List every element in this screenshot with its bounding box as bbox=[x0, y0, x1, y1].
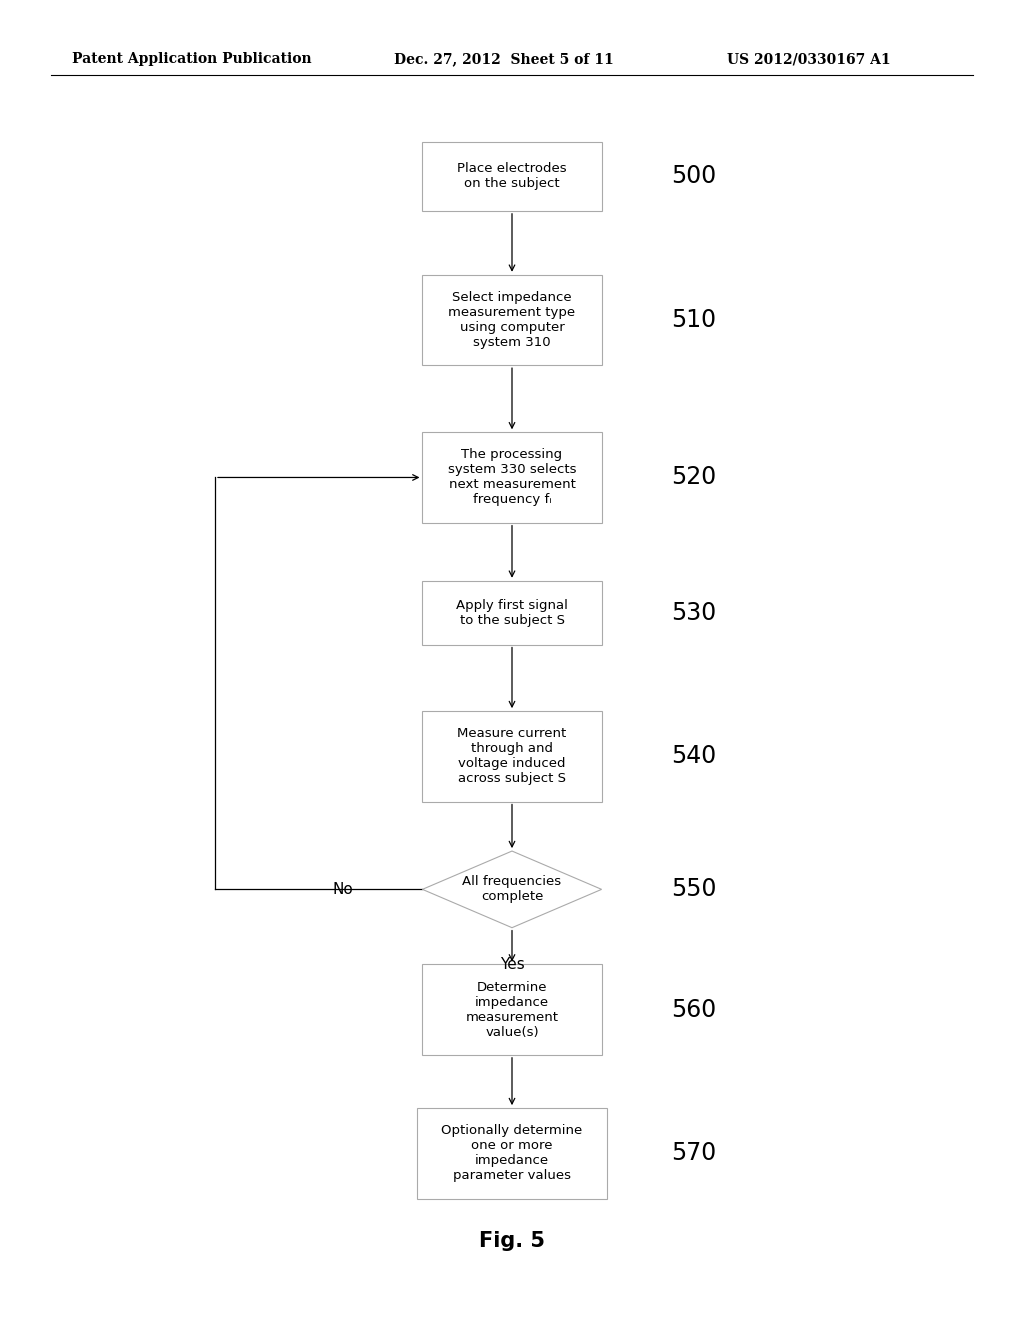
Text: 560: 560 bbox=[671, 998, 716, 1022]
Text: 550: 550 bbox=[671, 878, 716, 902]
Text: Fig. 5: Fig. 5 bbox=[479, 1230, 545, 1250]
Text: The processing
system 330 selects
next measurement
frequency fᵢ: The processing system 330 selects next m… bbox=[447, 449, 577, 507]
Text: All frequencies
complete: All frequencies complete bbox=[463, 875, 561, 903]
Text: US 2012/0330167 A1: US 2012/0330167 A1 bbox=[727, 53, 891, 66]
Text: Apply first signal
to the subject S: Apply first signal to the subject S bbox=[456, 599, 568, 627]
Text: 510: 510 bbox=[671, 308, 716, 331]
Text: Optionally determine
one or more
impedance
parameter values: Optionally determine one or more impedan… bbox=[441, 1125, 583, 1183]
Text: Patent Application Publication: Patent Application Publication bbox=[72, 53, 311, 66]
Text: 500: 500 bbox=[671, 164, 716, 189]
Text: No: No bbox=[333, 882, 353, 896]
Bar bbox=[422, 711, 601, 801]
Bar bbox=[422, 581, 601, 644]
Text: Yes: Yes bbox=[500, 957, 524, 972]
Bar bbox=[422, 965, 601, 1055]
Bar bbox=[422, 432, 601, 523]
Text: Measure current
through and
voltage induced
across subject S: Measure current through and voltage indu… bbox=[458, 727, 566, 785]
Text: 570: 570 bbox=[671, 1142, 716, 1166]
Text: Determine
impedance
measurement
value(s): Determine impedance measurement value(s) bbox=[466, 981, 558, 1039]
Text: Select impedance
measurement type
using computer
system 310: Select impedance measurement type using … bbox=[449, 290, 575, 348]
Text: 520: 520 bbox=[671, 466, 716, 490]
Polygon shape bbox=[422, 851, 602, 928]
Text: 540: 540 bbox=[671, 744, 716, 768]
Text: Place electrodes
on the subject: Place electrodes on the subject bbox=[457, 162, 567, 190]
Bar bbox=[422, 275, 601, 366]
Bar bbox=[418, 1107, 606, 1199]
Text: 530: 530 bbox=[671, 601, 716, 624]
Bar bbox=[422, 141, 601, 211]
Text: Dec. 27, 2012  Sheet 5 of 11: Dec. 27, 2012 Sheet 5 of 11 bbox=[394, 53, 614, 66]
